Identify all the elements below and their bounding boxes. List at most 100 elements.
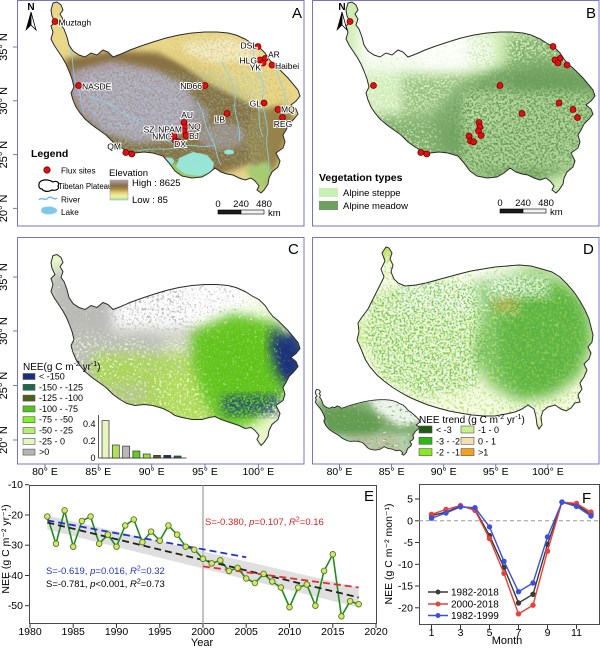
svg-text:-50 - -25: -50 - -25 [39, 426, 73, 436]
svg-text:Alpine steppe: Alpine steppe [343, 188, 401, 199]
svg-text:1982-1999: 1982-1999 [451, 611, 499, 622]
svg-text:Elevation: Elevation [109, 168, 148, 179]
svg-text:NEE(g C m-2 yr-1): NEE(g C m-2 yr-1) [23, 361, 100, 373]
svg-text:NEE (g C m⁻² yr⁻¹): NEE (g C m⁻² yr⁻¹) [0, 504, 12, 593]
svg-text:240: 240 [233, 199, 249, 210]
svg-text:REG: REG [274, 119, 292, 129]
svg-text:20° N: 20° N [0, 426, 10, 454]
svg-text:7: 7 [516, 627, 522, 639]
svg-text:0 - 1: 0 - 1 [478, 436, 496, 446]
svg-text:Flux sites: Flux sites [61, 167, 96, 176]
svg-text:1: 1 [429, 627, 435, 639]
svg-text:>0: >0 [39, 447, 49, 457]
svg-text:-25 - 0: -25 - 0 [39, 436, 65, 446]
svg-text:95° E: 95° E [483, 466, 509, 478]
svg-text:< -3: < -3 [436, 425, 452, 435]
svg-text:1985: 1985 [62, 626, 86, 638]
svg-text:20° N: 20° N [0, 195, 10, 223]
svg-text:35° N: 35° N [0, 33, 10, 61]
svg-text:1990: 1990 [105, 626, 129, 638]
svg-text:LB: LB [215, 115, 226, 125]
svg-text:MQ: MQ [281, 105, 295, 115]
svg-text:-50: -50 [8, 600, 23, 612]
svg-text:N: N [27, 2, 34, 13]
svg-text:E: E [364, 488, 374, 505]
svg-text:BJ: BJ [189, 131, 199, 141]
svg-text:-1 - 0: -1 - 0 [478, 425, 499, 435]
svg-text:35° N: 35° N [0, 263, 10, 291]
svg-text:-150 - -125: -150 - -125 [39, 382, 83, 392]
svg-text:2010: 2010 [278, 626, 302, 638]
svg-text:-20: -20 [8, 510, 23, 522]
svg-text:9: 9 [545, 627, 551, 639]
svg-text:-5: -5 [404, 537, 413, 549]
svg-text:AU: AU [181, 110, 193, 120]
svg-text:DX: DX [174, 139, 186, 149]
svg-text:River: River [61, 196, 80, 205]
svg-text:85° E: 85° E [379, 466, 405, 478]
svg-text:0: 0 [407, 515, 413, 527]
svg-text:AR: AR [268, 50, 280, 60]
svg-text:Month: Month [492, 635, 523, 647]
svg-text:2005: 2005 [235, 626, 259, 638]
svg-text:90° E: 90° E [139, 466, 165, 478]
svg-text:2020: 2020 [364, 626, 388, 638]
svg-text:ND66: ND66 [180, 81, 202, 91]
svg-text:0: 0 [497, 198, 502, 209]
svg-text:Muztagh: Muztagh [59, 18, 92, 28]
svg-text:90° E: 90° E [431, 466, 457, 478]
svg-text:NQ: NQ [188, 122, 201, 132]
svg-text:25° N: 25° N [0, 141, 10, 169]
svg-text:SZ: SZ [144, 125, 155, 135]
svg-text:3: 3 [458, 627, 464, 639]
svg-text:0: 0 [90, 453, 95, 463]
svg-text:-15: -15 [398, 581, 413, 593]
svg-text:1980: 1980 [18, 626, 42, 638]
svg-text:-125 - -100: -125 - -100 [39, 393, 83, 403]
svg-text:80° E: 80° E [327, 466, 353, 478]
svg-text:km: km [550, 207, 563, 218]
svg-text:-100 - -75: -100 - -75 [39, 404, 78, 414]
svg-text:-10: -10 [398, 559, 413, 571]
svg-text:Legend: Legend [31, 148, 68, 160]
svg-text:1982-2018: 1982-2018 [451, 588, 499, 599]
svg-text:0: 0 [215, 199, 220, 210]
svg-text:0.2: 0.2 [83, 436, 96, 446]
svg-text:QM: QM [107, 142, 121, 152]
svg-text:25° N: 25° N [0, 372, 10, 400]
svg-text:30° N: 30° N [0, 87, 10, 115]
svg-text:S=-0.619, p=0.016, R2=0.32: S=-0.619, p=0.016, R2=0.32 [46, 566, 165, 578]
svg-text:Lake: Lake [61, 208, 79, 217]
svg-text:95° E: 95° E [192, 466, 218, 478]
svg-text:-2 - -1: -2 - -1 [436, 448, 460, 458]
svg-text:2015: 2015 [321, 626, 345, 638]
svg-text:Alpine meadow: Alpine meadow [343, 201, 408, 212]
svg-text:C: C [288, 241, 299, 258]
svg-text:D: D [583, 241, 594, 258]
svg-text:2000: 2000 [191, 626, 215, 638]
svg-text:Vegetation types: Vegetation types [319, 172, 403, 184]
svg-text:-40: -40 [8, 570, 23, 582]
svg-text:F: F [582, 490, 591, 507]
svg-text:100° E: 100° E [242, 466, 274, 478]
svg-text:NASDE: NASDE [82, 82, 112, 92]
svg-text:A: A [292, 5, 302, 22]
svg-text:100° E: 100° E [532, 466, 564, 478]
svg-text:S=-0.380, p=0.107, R2=0.16: S=-0.380, p=0.107, R2=0.16 [205, 517, 324, 529]
svg-text:HLG: HLG [240, 56, 257, 66]
svg-text:NPAM: NPAM [158, 125, 182, 135]
svg-text:5: 5 [407, 494, 413, 506]
svg-text:240: 240 [515, 198, 531, 209]
svg-text:YK: YK [250, 63, 262, 73]
svg-text:480: 480 [256, 199, 272, 210]
svg-text:2000-2018: 2000-2018 [451, 600, 499, 611]
svg-text:-75 - -50: -75 - -50 [39, 415, 73, 425]
svg-text:NMC: NMC [152, 132, 171, 142]
svg-text:>1: >1 [478, 448, 488, 458]
svg-text:Year: Year [191, 637, 214, 649]
svg-text:Low : 85: Low : 85 [132, 195, 168, 206]
svg-text:480: 480 [538, 198, 554, 209]
svg-text:0.4: 0.4 [83, 419, 96, 429]
svg-text:GL: GL [250, 99, 262, 109]
svg-text:NEE (g C m⁻² mon⁻¹): NEE (g C m⁻² mon⁻¹) [383, 504, 395, 605]
